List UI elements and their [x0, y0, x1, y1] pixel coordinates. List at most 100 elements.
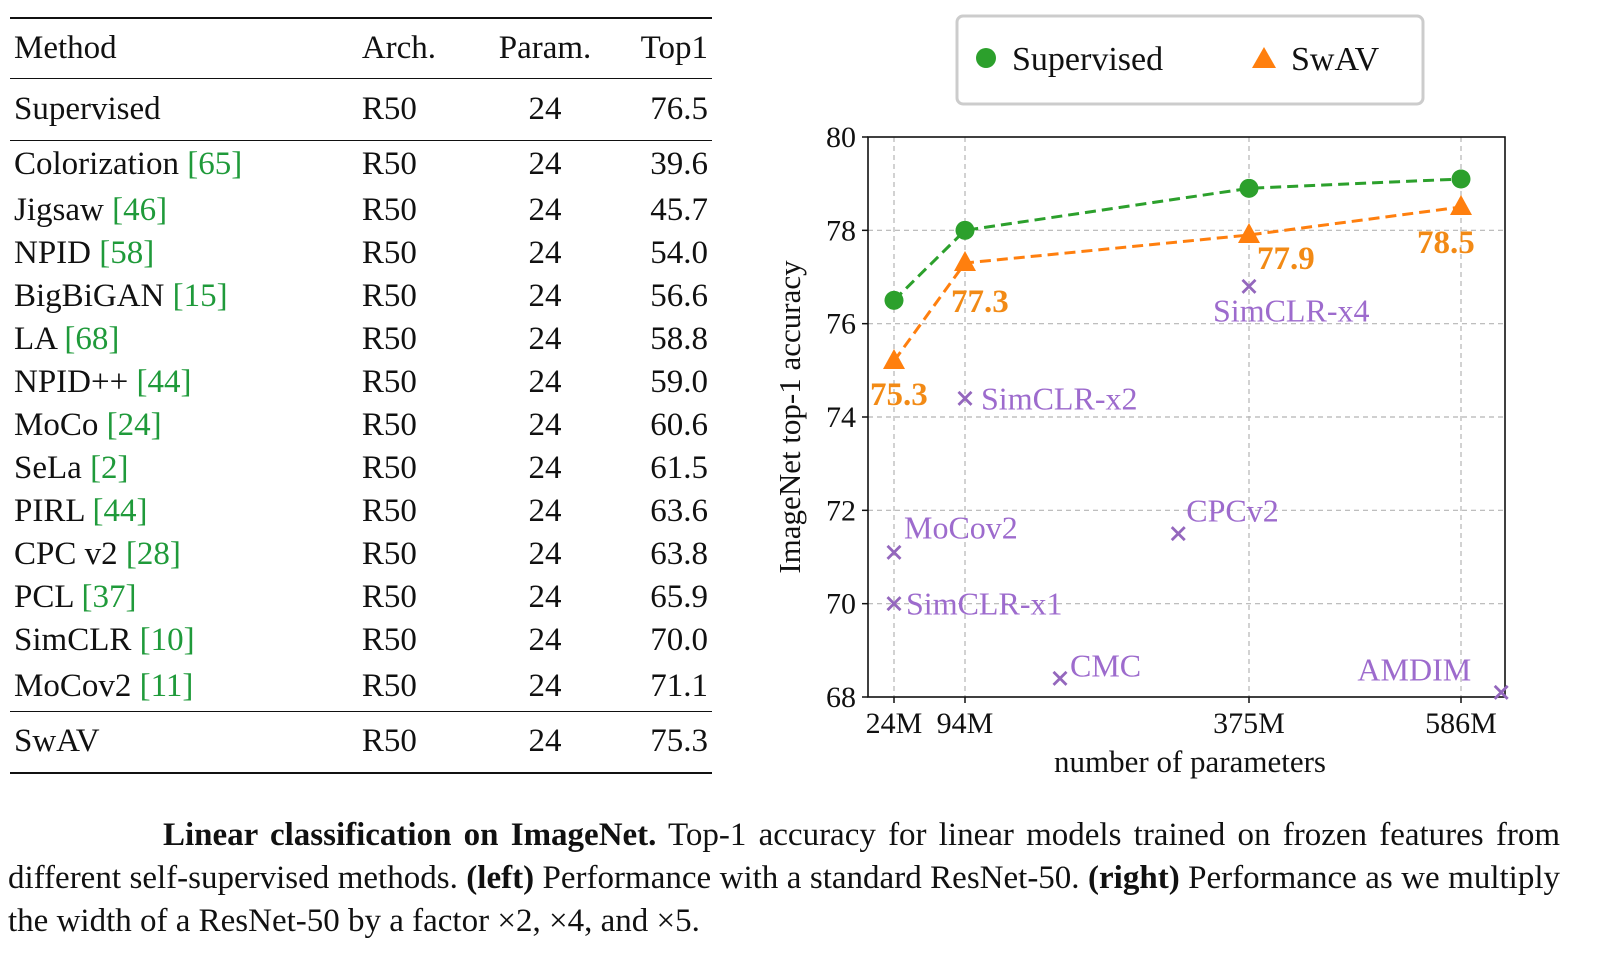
method-name: CPC v2: [14, 536, 126, 572]
method-name: NPID++: [14, 364, 137, 400]
citation-link[interactable]: [11]: [139, 667, 194, 704]
param-cell: 24: [528, 536, 562, 572]
y-tick-label: 80: [826, 121, 856, 154]
arch-cell: R50: [361, 364, 417, 400]
method-cell: MoCov2 [11]: [10, 662, 324, 711]
legend-swav-marker: [1252, 47, 1276, 68]
table-header-row: Method Arch. Param. Top1: [10, 18, 712, 78]
x-tick-label: 94M: [937, 707, 994, 740]
arch-cell: R50: [361, 579, 417, 615]
citation-link[interactable]: [65]: [187, 146, 243, 183]
table-row: NPID++ [44] R50 24 59.0: [10, 361, 712, 404]
top1-cell: 58.8: [650, 321, 708, 357]
final-row: SwAV R50 24 75.3: [10, 711, 712, 773]
arch-cell: R50: [361, 90, 417, 127]
citation-link[interactable]: [68]: [64, 321, 120, 357]
data-point-supervised: [955, 220, 975, 240]
figure-caption: Linear classification on ImageNet. Top-1…: [8, 814, 1560, 943]
x-tick-label: 24M: [866, 707, 923, 740]
citation-link[interactable]: [44]: [92, 493, 148, 529]
data-label-swav: 77.9: [1257, 241, 1315, 277]
top1-cell: 54.0: [650, 235, 708, 271]
citation-link[interactable]: [10]: [139, 622, 195, 658]
top1-cell: 75.3: [650, 723, 708, 760]
top1-cell: 76.5: [650, 90, 708, 127]
table-body: Supervised R50 24 76.5 Colorization [65]…: [10, 78, 712, 773]
method-cell: NPID++ [44]: [10, 361, 324, 404]
top1-cell: 70.0: [650, 622, 708, 658]
x-marker: [886, 596, 902, 612]
y-tick-label: 74: [826, 401, 856, 434]
data-point-swav: [1238, 223, 1260, 243]
method-cell: CPC v2 [28]: [10, 533, 324, 576]
caption-text-1: Top-1 accuracy for linear models trained…: [8, 817, 1561, 896]
table-row: Jigsaw [46] R50 24 45.7: [10, 189, 712, 232]
caption-title: Linear classification on ImageNet.: [163, 817, 657, 853]
data-label-swav: 78.5: [1417, 225, 1475, 261]
method-name: MoCo: [14, 407, 107, 443]
method-name: SwAV: [14, 723, 100, 760]
table-row: LA [68] R50 24 58.8: [10, 318, 712, 361]
method-label: SimCLR-x1: [906, 586, 1062, 622]
chart-series: 75.3 77.3 77.9 78.5: [870, 169, 1475, 413]
citation-link[interactable]: [24]: [106, 407, 162, 443]
param-cell: 24: [528, 146, 562, 183]
top1-cell: 71.1: [650, 667, 708, 704]
table-row: NPID [58] R50 24 54.0: [10, 232, 712, 275]
method-cell: PCL [37]: [10, 576, 324, 619]
data-point-supervised: [1239, 178, 1259, 198]
legend-supervised-label: Supervised: [1012, 41, 1163, 78]
caption-text-2: Performance with a standard ResNet-50.: [534, 860, 1089, 896]
top1-cell: 61.5: [650, 450, 708, 486]
citation-link[interactable]: [15]: [172, 278, 228, 314]
legend-supervised-marker: [976, 48, 996, 68]
method-name: Colorization: [14, 146, 188, 183]
param-cell: 24: [528, 493, 562, 529]
table-row: SeLa [2] R50 24 61.5: [10, 447, 712, 490]
citation-link[interactable]: [28]: [125, 536, 181, 572]
legend-swav-label: SwAV: [1291, 41, 1380, 78]
table-row: CPC v2 [28] R50 24 63.8: [10, 533, 712, 576]
legend-box: [955, 14, 1425, 106]
header-arch: Arch.: [361, 29, 437, 66]
method-cell: Jigsaw [46]: [10, 189, 324, 232]
param-cell: 24: [528, 622, 562, 658]
data-label-swav: 77.3: [951, 284, 1009, 320]
method-name: NPID: [14, 235, 100, 271]
y-axis-label: ImageNet top-1 accuracy: [772, 260, 807, 574]
caption-text-3: Performance as we multiply the width of …: [8, 860, 1560, 939]
method-cell: Colorization [65]: [10, 140, 324, 189]
method-name: BigBiGAN: [14, 278, 173, 314]
top1-cell: 60.6: [650, 407, 708, 443]
x-marker: [886, 544, 902, 560]
arch-cell: R50: [361, 723, 417, 760]
top1-cell: 45.7: [650, 192, 708, 228]
x-tick-label: 586M: [1425, 707, 1497, 740]
top1-cell: 65.9: [650, 579, 708, 615]
caption-right-tag: (right): [1088, 860, 1180, 896]
top1-cell: 63.8: [650, 536, 708, 572]
arch-cell: R50: [361, 278, 417, 314]
method-name: MoCov2: [14, 667, 140, 704]
table-row: PCL [37] R50 24 65.9: [10, 576, 712, 619]
arch-cell: R50: [361, 450, 417, 486]
arch-cell: R50: [361, 235, 417, 271]
method-label: MoCov2: [904, 509, 1018, 545]
citation-link[interactable]: [58]: [99, 235, 155, 271]
citation-link[interactable]: [37]: [81, 579, 137, 615]
method-label: CPCv2: [1186, 493, 1278, 529]
param-cell: 24: [528, 90, 562, 127]
param-cell: 24: [528, 321, 562, 357]
param-cell: 24: [528, 278, 562, 314]
citation-link[interactable]: [2]: [90, 450, 129, 486]
x-marker: [1170, 526, 1186, 542]
citation-link[interactable]: [46]: [112, 192, 168, 228]
arch-cell: R50: [361, 321, 417, 357]
citation-link[interactable]: [44]: [136, 364, 192, 400]
table-row: PIRL [44] R50 24 63.6: [10, 490, 712, 533]
y-tick-label: 70: [826, 588, 856, 621]
top1-cell: 63.6: [650, 493, 708, 529]
data-point-swav: [1450, 195, 1472, 215]
method-name: SeLa: [14, 450, 91, 486]
param-cell: 24: [528, 723, 562, 760]
